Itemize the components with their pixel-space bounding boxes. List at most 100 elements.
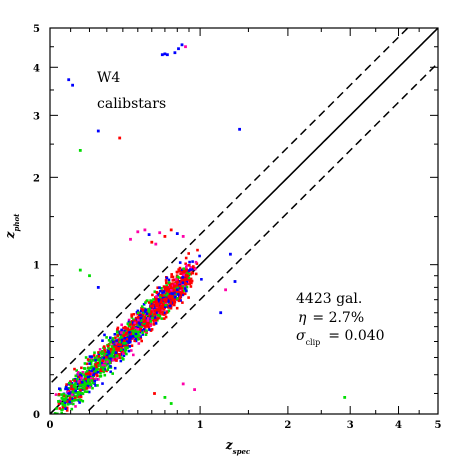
data-point (84, 372, 88, 376)
data-point (153, 316, 157, 320)
data-point (94, 363, 97, 366)
data-point (68, 395, 72, 399)
data-point (121, 356, 124, 360)
data-point (113, 333, 117, 336)
data-point (126, 327, 130, 330)
data-point (87, 367, 90, 370)
data-point (170, 287, 173, 291)
data-point (94, 358, 97, 362)
data-point (173, 285, 176, 289)
data-point (85, 370, 89, 373)
data-point (176, 275, 180, 279)
data-point (116, 334, 120, 337)
data-point (165, 311, 169, 314)
data-point (185, 289, 188, 293)
data-point (164, 303, 168, 307)
data-point (70, 393, 74, 397)
data-point (130, 349, 133, 352)
data-point (60, 408, 63, 412)
data-point (176, 280, 180, 283)
data-point (164, 279, 168, 282)
data-point (185, 268, 188, 271)
data-point (78, 401, 81, 404)
outlier-point (147, 233, 151, 236)
data-point (109, 336, 112, 339)
data-point (81, 371, 85, 374)
data-point (83, 362, 87, 365)
data-point (189, 268, 192, 271)
data-point (191, 268, 195, 271)
data-point (115, 359, 118, 362)
data-point (188, 272, 191, 276)
outlier-point (160, 53, 164, 57)
data-point (78, 371, 82, 375)
data-point (89, 362, 93, 366)
data-point (153, 290, 157, 293)
data-point (95, 368, 98, 371)
data-point (79, 390, 82, 393)
data-point (94, 384, 97, 387)
plot-frame (49, 27, 439, 415)
data-point (189, 281, 192, 285)
data-point (186, 274, 189, 278)
data-point (170, 295, 174, 298)
data-point (90, 372, 93, 375)
outlier-point (181, 382, 185, 386)
data-point (87, 382, 91, 385)
data-point (90, 377, 93, 380)
data-point (134, 334, 137, 338)
data-point (155, 291, 159, 294)
data-point (171, 292, 175, 295)
sigma-label: σclip = 0.040 (296, 328, 385, 347)
data-point (180, 288, 183, 292)
data-point (157, 317, 160, 320)
data-point (72, 387, 75, 391)
data-point (152, 298, 155, 301)
data-point (55, 407, 58, 410)
data-point (97, 367, 100, 371)
data-point (90, 357, 93, 361)
data-point (109, 357, 113, 361)
data-point (154, 298, 158, 302)
data-point (105, 353, 108, 356)
data-point (122, 342, 125, 345)
data-point (80, 382, 84, 386)
data-point (160, 317, 163, 320)
data-point (146, 319, 150, 322)
data-point (194, 260, 198, 264)
data-point (181, 281, 185, 284)
data-point (171, 275, 175, 279)
data-point (98, 348, 102, 351)
data-point (88, 355, 92, 358)
data-point (145, 312, 149, 315)
data-point (158, 306, 161, 309)
data-point (79, 381, 83, 384)
data-point (129, 320, 132, 324)
data-point (179, 291, 182, 295)
outlier-point (166, 53, 169, 57)
data-point (108, 357, 111, 361)
data-point (150, 299, 153, 303)
data-point (187, 296, 190, 299)
data-point (76, 393, 80, 396)
outlier-point (96, 286, 100, 289)
data-point (80, 376, 83, 380)
data-point (185, 278, 188, 281)
data-point (179, 272, 182, 275)
data-point (181, 285, 185, 288)
data-point (109, 340, 113, 344)
data-point (182, 267, 186, 270)
axis-ticks (49, 27, 439, 415)
data-point (137, 342, 141, 345)
data-point (93, 379, 97, 383)
data-point (64, 397, 68, 401)
data-point (126, 344, 129, 348)
data-point (180, 286, 184, 290)
data-point (163, 287, 167, 291)
data-point (165, 303, 169, 307)
data-point (137, 318, 140, 322)
data-point (90, 379, 93, 382)
data-point (176, 288, 179, 291)
data-point (147, 326, 151, 329)
scatter-points (53, 43, 347, 414)
